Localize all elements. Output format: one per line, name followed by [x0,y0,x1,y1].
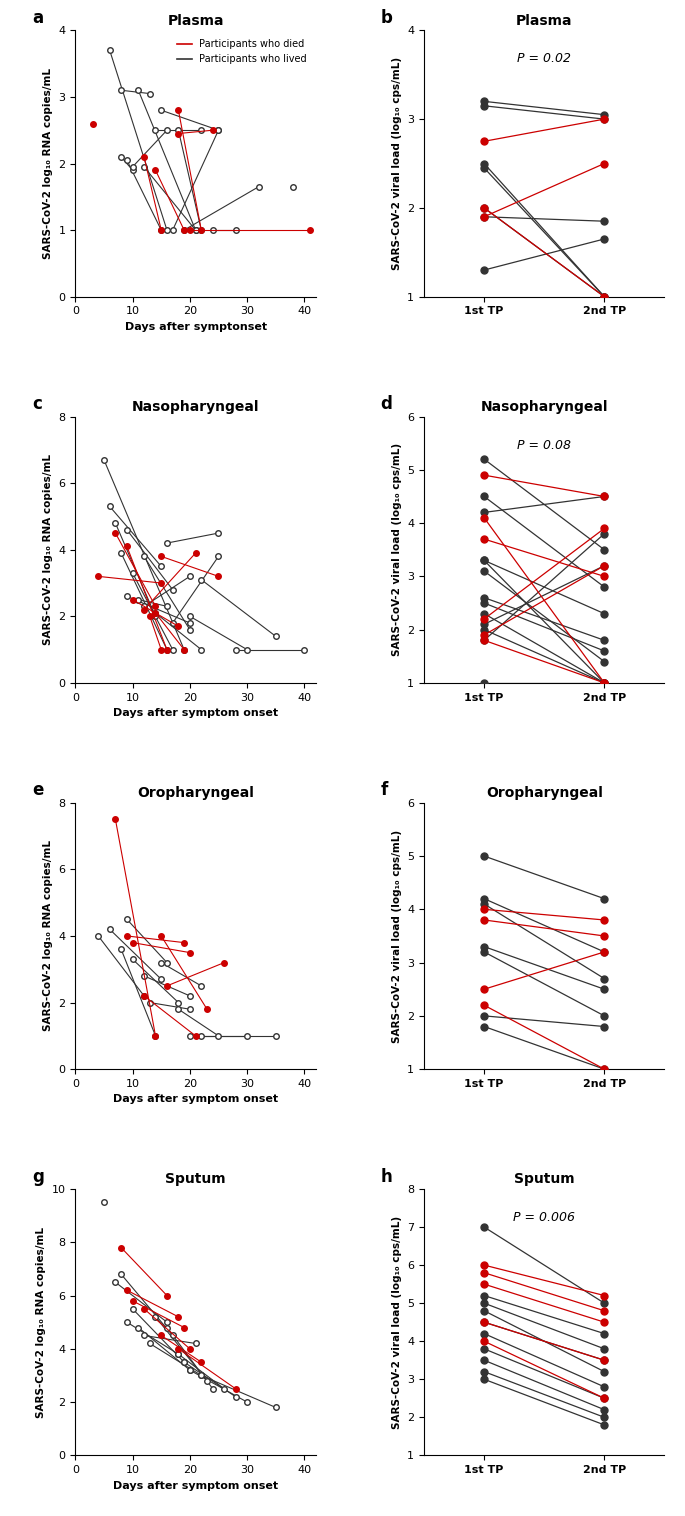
Text: h: h [381,1167,393,1186]
Title: Oropharyngeal: Oropharyngeal [137,787,254,800]
Text: b: b [381,9,393,27]
Title: Nasopharyngeal: Nasopharyngeal [132,400,260,414]
Title: Plasma: Plasma [167,14,224,27]
Text: d: d [381,396,393,414]
Title: Plasma: Plasma [516,14,573,27]
X-axis label: Days after symptom onset: Days after symptom onset [113,1481,278,1490]
Title: Oropharyngeal: Oropharyngeal [486,787,603,800]
Text: f: f [381,781,388,799]
Legend: Participants who died, Participants who lived: Participants who died, Participants who … [173,35,311,68]
Text: c: c [32,396,42,414]
Y-axis label: SARS-CoV-2 viral load (log₁₀ cps/mL): SARS-CoV-2 viral load (log₁₀ cps/mL) [392,58,401,270]
X-axis label: Days after symptom onset: Days after symptom onset [113,708,278,719]
Text: P = 0.02: P = 0.02 [517,52,571,65]
Y-axis label: SARS-CoV-2 log₁₀ RNA copies/mL: SARS-CoV-2 log₁₀ RNA copies/mL [36,1226,46,1417]
Title: Sputum: Sputum [514,1172,575,1187]
Y-axis label: SARS-CoV-2 viral load (log₁₀ cps/mL): SARS-CoV-2 viral load (log₁₀ cps/mL) [392,443,401,656]
Y-axis label: SARS-CoV-2 viral load (log₁₀ cps/mL): SARS-CoV-2 viral load (log₁₀ cps/mL) [392,1216,401,1428]
Text: e: e [32,781,43,799]
Y-axis label: SARS-CoV-2 log₁₀ RNA copies/mL: SARS-CoV-2 log₁₀ RNA copies/mL [43,455,53,646]
Title: Sputum: Sputum [165,1172,226,1187]
Y-axis label: SARS-CoV-2 log₁₀ RNA copies/mL: SARS-CoV-2 log₁₀ RNA copies/mL [43,68,53,259]
Y-axis label: SARS-CoV-2 log₁₀ RNA copies/mL: SARS-CoV-2 log₁₀ RNA copies/mL [43,840,53,1031]
Title: Nasopharyngeal: Nasopharyngeal [480,400,608,414]
Text: P = 0.08: P = 0.08 [517,438,571,452]
Y-axis label: SARS-CoV-2 viral load (log₁₀ cps/mL): SARS-CoV-2 viral load (log₁₀ cps/mL) [392,829,401,1043]
X-axis label: Days after symptom onset: Days after symptom onset [113,1095,278,1105]
Text: g: g [32,1167,44,1186]
Text: P = 0.006: P = 0.006 [513,1211,575,1223]
Text: a: a [32,9,43,27]
X-axis label: Days after symptonset: Days after symptonset [125,321,266,332]
